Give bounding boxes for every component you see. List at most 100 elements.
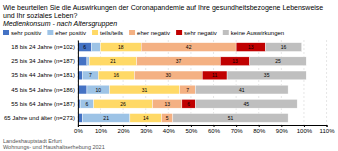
bar xyxy=(152,99,181,108)
title-line: und Ihr soziales Leben? xyxy=(3,12,77,19)
grid-line xyxy=(281,40,282,125)
data-label: 37 xyxy=(176,58,182,64)
bar xyxy=(195,99,297,108)
data-label: 6 xyxy=(83,44,86,50)
data-label: 7 xyxy=(89,72,92,78)
legend-swatch xyxy=(3,30,9,35)
x-tick: 0% xyxy=(74,125,83,134)
bar xyxy=(78,43,92,52)
x-tick: 50% xyxy=(185,125,198,134)
footer: Wohnungs- und Haushaltserhebung 2021 xyxy=(3,144,105,150)
bar xyxy=(134,71,202,80)
x-tick: 70% xyxy=(231,125,244,134)
bar xyxy=(236,43,265,52)
y-tick: 55 bis 64 Jahre (n=187) xyxy=(11,101,75,107)
y-tick-label: 18 bis 24 Jahre (n=102) xyxy=(11,44,75,50)
legend-swatch xyxy=(47,30,53,35)
x-axis: 0%10%20%30%40%50%60%70%80%90%100%110% xyxy=(74,125,335,134)
bar xyxy=(220,57,249,66)
y-axis-line xyxy=(78,41,79,126)
grid-line xyxy=(145,40,146,125)
data-label: 18 xyxy=(118,44,124,50)
bar xyxy=(202,71,227,80)
grid-line xyxy=(100,40,101,125)
x-tick: 40% xyxy=(163,125,176,134)
bar xyxy=(78,57,87,66)
x-tick-mark xyxy=(327,125,328,127)
y-tick-label: 45 bis 54 Jahre (n=186) xyxy=(11,87,75,93)
x-tick-mark xyxy=(168,125,169,127)
x-tick-mark xyxy=(100,125,101,127)
bar xyxy=(250,57,307,66)
bar xyxy=(195,85,288,94)
data-label: 13 xyxy=(164,101,170,107)
y-tick: 35 bis 44 Jahre (n=181) xyxy=(11,72,75,78)
legend-item: sehr negativ xyxy=(176,30,217,36)
bar xyxy=(82,71,98,80)
x-tick-mark xyxy=(281,125,282,127)
x-tick-label: 100% xyxy=(297,128,313,134)
legend-swatch xyxy=(176,30,182,35)
grid-line xyxy=(303,40,304,125)
bar xyxy=(110,85,180,94)
data-label: 21 xyxy=(103,115,109,121)
x-tick-label: 60% xyxy=(208,128,221,134)
title-line: Wie beurteilen Sie die Auswirkungen der … xyxy=(3,4,323,12)
y-tick-label: 65 Jahre und älter (n=273) xyxy=(4,115,75,121)
title: Wie beurteilen Sie die Auswirkungen der … xyxy=(3,4,323,19)
bar xyxy=(78,85,87,94)
legend-label: sehr positiv xyxy=(11,30,41,36)
data-label: 21 xyxy=(110,58,116,64)
grid-line xyxy=(123,40,124,125)
chart-svg: Wie beurteilen Sie die Auswirkungen der … xyxy=(0,0,338,151)
x-tick: 110% xyxy=(320,125,336,134)
data-label: 30 xyxy=(166,72,172,78)
bar xyxy=(227,71,306,80)
x-tick-label: 50% xyxy=(185,128,198,134)
data-label: 41 xyxy=(239,87,245,93)
legend-swatch xyxy=(92,30,98,35)
legend-label: eher positiv xyxy=(55,30,86,36)
x-tick-label: 70% xyxy=(231,128,244,134)
bar xyxy=(141,43,236,52)
footer: Landeshauptstadt Erfurt xyxy=(3,138,62,144)
data-label: 51 xyxy=(228,115,234,121)
grid-line xyxy=(236,40,237,125)
legend-label: keine Auswirkungen xyxy=(231,30,284,36)
data-label: 13 xyxy=(232,58,238,64)
bar xyxy=(137,57,221,66)
x-tick-mark xyxy=(236,125,237,127)
grid xyxy=(78,40,327,125)
data-labels: 6710621182116312614423730713513131161625… xyxy=(83,44,286,121)
legend-item: teils/teils xyxy=(92,30,123,36)
legend-item: eher negativ xyxy=(129,30,170,36)
legend-item: keine Auswirkungen xyxy=(223,30,284,36)
x-tick-label: 40% xyxy=(163,128,176,134)
grid-line xyxy=(168,40,169,125)
x-tick-label: 110% xyxy=(320,128,336,134)
bar xyxy=(87,85,110,94)
data-label: 45 xyxy=(244,101,250,107)
bar xyxy=(180,85,196,94)
y-tick: 65 Jahre und älter (n=273) xyxy=(4,115,75,121)
data-label: 14 xyxy=(143,115,149,121)
x-tick: 10% xyxy=(95,125,108,134)
data-label: 16 xyxy=(114,72,120,78)
x-tick-mark xyxy=(304,125,305,127)
x-tick-label: 10% xyxy=(95,128,108,134)
data-label: 16 xyxy=(281,44,287,50)
x-tick: 90% xyxy=(276,125,289,134)
x-tick: 100% xyxy=(297,125,313,134)
x-tick: 20% xyxy=(118,125,131,134)
grid-line xyxy=(77,40,78,125)
y-tick-label: 55 bis 64 Jahre (n=187) xyxy=(11,101,75,107)
bars xyxy=(78,43,306,123)
x-tick: 30% xyxy=(140,125,153,134)
y-tick-label: 25 bis 34 Jahre (n=187) xyxy=(11,58,75,64)
legend-swatch xyxy=(129,30,135,35)
legend: sehr positiv eher positiv teils/teils eher … xyxy=(3,30,284,36)
bar xyxy=(94,99,153,108)
bar xyxy=(130,114,162,123)
chart-container: Wie beurteilen Sie die Auswirkungen der … xyxy=(0,0,338,151)
y-tick: 45 bis 54 Jahre (n=186) xyxy=(11,87,75,93)
